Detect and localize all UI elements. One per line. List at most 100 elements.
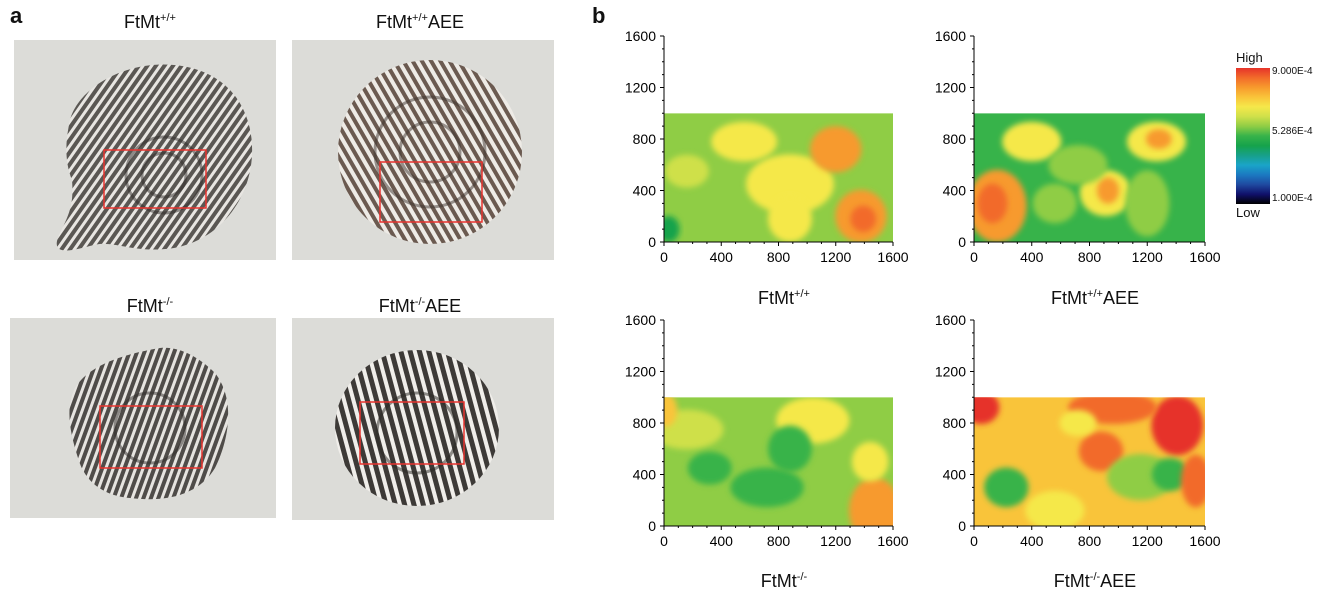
y-tick-label: 1600 bbox=[625, 28, 656, 44]
heatmap-region bbox=[977, 183, 1008, 224]
heatmap-region bbox=[810, 126, 862, 173]
colorbar-gradient bbox=[1236, 68, 1270, 204]
sample-label-ko-aee: FtMt-/-AEE bbox=[285, 292, 555, 316]
panel-b-letter: b bbox=[592, 3, 606, 28]
y-tick-label: 400 bbox=[633, 467, 657, 483]
x-tick-label: 1600 bbox=[877, 249, 908, 265]
y-tick-label: 800 bbox=[943, 131, 967, 147]
heatmap-region bbox=[664, 409, 724, 450]
x-tick-label: 1200 bbox=[1132, 249, 1163, 265]
sample-label-genotype: -/- bbox=[414, 296, 426, 308]
x-tick-label: 1200 bbox=[820, 533, 851, 549]
colorbar-tick-min: 1.000E-4 bbox=[1272, 193, 1313, 204]
y-tick-label: 1200 bbox=[935, 364, 966, 380]
heatmap-1: 0 400 800 1200 1600 0 400 800 1200 1600 bbox=[935, 28, 1221, 265]
roi-box bbox=[379, 161, 483, 223]
colorbar-tick-max: 9.000E-4 bbox=[1272, 66, 1313, 77]
y-tick-label: 1600 bbox=[935, 28, 966, 44]
heatmap-region bbox=[1180, 454, 1205, 508]
heatmap-region bbox=[767, 195, 812, 242]
x-tick-label: 400 bbox=[1020, 249, 1044, 265]
y-tick-label: 1200 bbox=[935, 80, 966, 96]
x-tick-label: 0 bbox=[660, 249, 668, 265]
heatmap-region bbox=[664, 215, 680, 242]
panel-a-letter: a bbox=[10, 3, 23, 28]
sample-label-wt-aee: FtMt+/+AEE bbox=[285, 8, 555, 32]
y-tick-label: 0 bbox=[958, 518, 966, 534]
heatmap-region bbox=[745, 154, 834, 214]
sample-label-base: FtMt bbox=[124, 12, 161, 32]
y-tick-label: 1200 bbox=[625, 364, 656, 380]
sample-label-genotype: +/+ bbox=[160, 12, 176, 24]
map-label-genotype: -/- bbox=[796, 571, 808, 583]
x-tick-label: 1600 bbox=[877, 533, 908, 549]
heatmap-3: 0 400 800 1200 1600 0 400 800 1200 1600 bbox=[935, 312, 1221, 549]
x-tick-label: 400 bbox=[710, 533, 734, 549]
heatmap-region bbox=[730, 467, 804, 508]
colorbar-low-label: Low bbox=[1236, 205, 1260, 220]
heatmap-field bbox=[974, 397, 1205, 526]
map-label-base: FtMt bbox=[760, 571, 797, 590]
x-tick-label: 800 bbox=[767, 249, 791, 265]
heatmap-region bbox=[1025, 490, 1085, 526]
y-tick-label: 0 bbox=[648, 234, 656, 250]
y-tick-label: 400 bbox=[943, 183, 967, 199]
heatmap-region bbox=[1059, 409, 1097, 437]
x-tick-label: 800 bbox=[1078, 249, 1102, 265]
x-tick-label: 400 bbox=[1020, 533, 1044, 549]
map-label-suffix: AEE bbox=[1100, 571, 1137, 590]
x-tick-label: 400 bbox=[710, 249, 734, 265]
heatmap-region bbox=[1145, 129, 1172, 149]
sample-label-ko: FtMt-/- bbox=[15, 292, 285, 316]
micrograph-wt-aee bbox=[292, 40, 554, 260]
y-tick-label: 1600 bbox=[625, 312, 656, 328]
heatmap-region bbox=[851, 441, 889, 482]
sample-label-wt: FtMt+/+ bbox=[15, 8, 285, 32]
heatmap-region bbox=[1151, 397, 1204, 456]
y-tick-label: 800 bbox=[633, 131, 657, 147]
heatmap-region bbox=[767, 425, 812, 472]
heatmap-field bbox=[974, 113, 1205, 242]
x-tick-label: 1600 bbox=[1189, 533, 1220, 549]
heatmap-region bbox=[850, 205, 877, 233]
x-tick-label: 800 bbox=[1078, 533, 1102, 549]
heatmap-region bbox=[984, 467, 1029, 508]
map-label-suffix: AEE bbox=[1102, 288, 1139, 308]
x-tick-label: 0 bbox=[970, 533, 978, 549]
map-label-ko-aee: FtMt-/-AEE bbox=[975, 567, 1215, 590]
sample-label-suffix: AEE bbox=[425, 296, 462, 316]
x-tick-label: 1600 bbox=[1189, 249, 1220, 265]
x-tick-label: 0 bbox=[970, 249, 978, 265]
roi-box bbox=[359, 401, 465, 465]
heatmap-field bbox=[664, 113, 893, 242]
map-label-base: FtMt bbox=[1051, 288, 1088, 308]
colorbar-tick-mid: 5.286E-4 bbox=[1272, 126, 1313, 137]
x-tick-label: 1200 bbox=[1132, 533, 1163, 549]
map-label-base: FtMt bbox=[1053, 571, 1090, 590]
map-label-base: FtMt bbox=[758, 288, 795, 308]
heatmap-region bbox=[1125, 170, 1170, 237]
heatmap-region bbox=[1078, 431, 1124, 472]
y-tick-label: 400 bbox=[943, 467, 967, 483]
map-label-wt: FtMt+/+ bbox=[664, 284, 904, 308]
heatmap-region bbox=[664, 397, 678, 427]
colorbar-high-label: High bbox=[1236, 50, 1263, 65]
x-tick-label: 800 bbox=[767, 533, 791, 549]
y-tick-label: 0 bbox=[648, 518, 656, 534]
colorbar: High 9.000E-4 5.286E-4 1.000E-4 Low bbox=[1234, 50, 1332, 222]
heatmap-region bbox=[687, 451, 732, 485]
x-tick-label: 1200 bbox=[820, 249, 851, 265]
y-tick-label: 400 bbox=[633, 183, 657, 199]
micrograph-wt bbox=[14, 40, 276, 260]
map-label-wt-aee: FtMt+/+AEE bbox=[975, 284, 1215, 308]
y-tick-label: 1600 bbox=[935, 312, 966, 328]
map-label-ko: FtMt-/- bbox=[664, 567, 904, 590]
heatmap-2: 0 400 800 1200 1600 0 400 800 1200 1600 bbox=[625, 312, 909, 549]
heatmap-region bbox=[974, 397, 1000, 425]
sample-label-genotype: -/- bbox=[162, 296, 174, 308]
heatmap-region bbox=[664, 154, 709, 188]
sample-label-base: FtMt bbox=[126, 296, 163, 316]
heatmap-region bbox=[1002, 121, 1062, 162]
